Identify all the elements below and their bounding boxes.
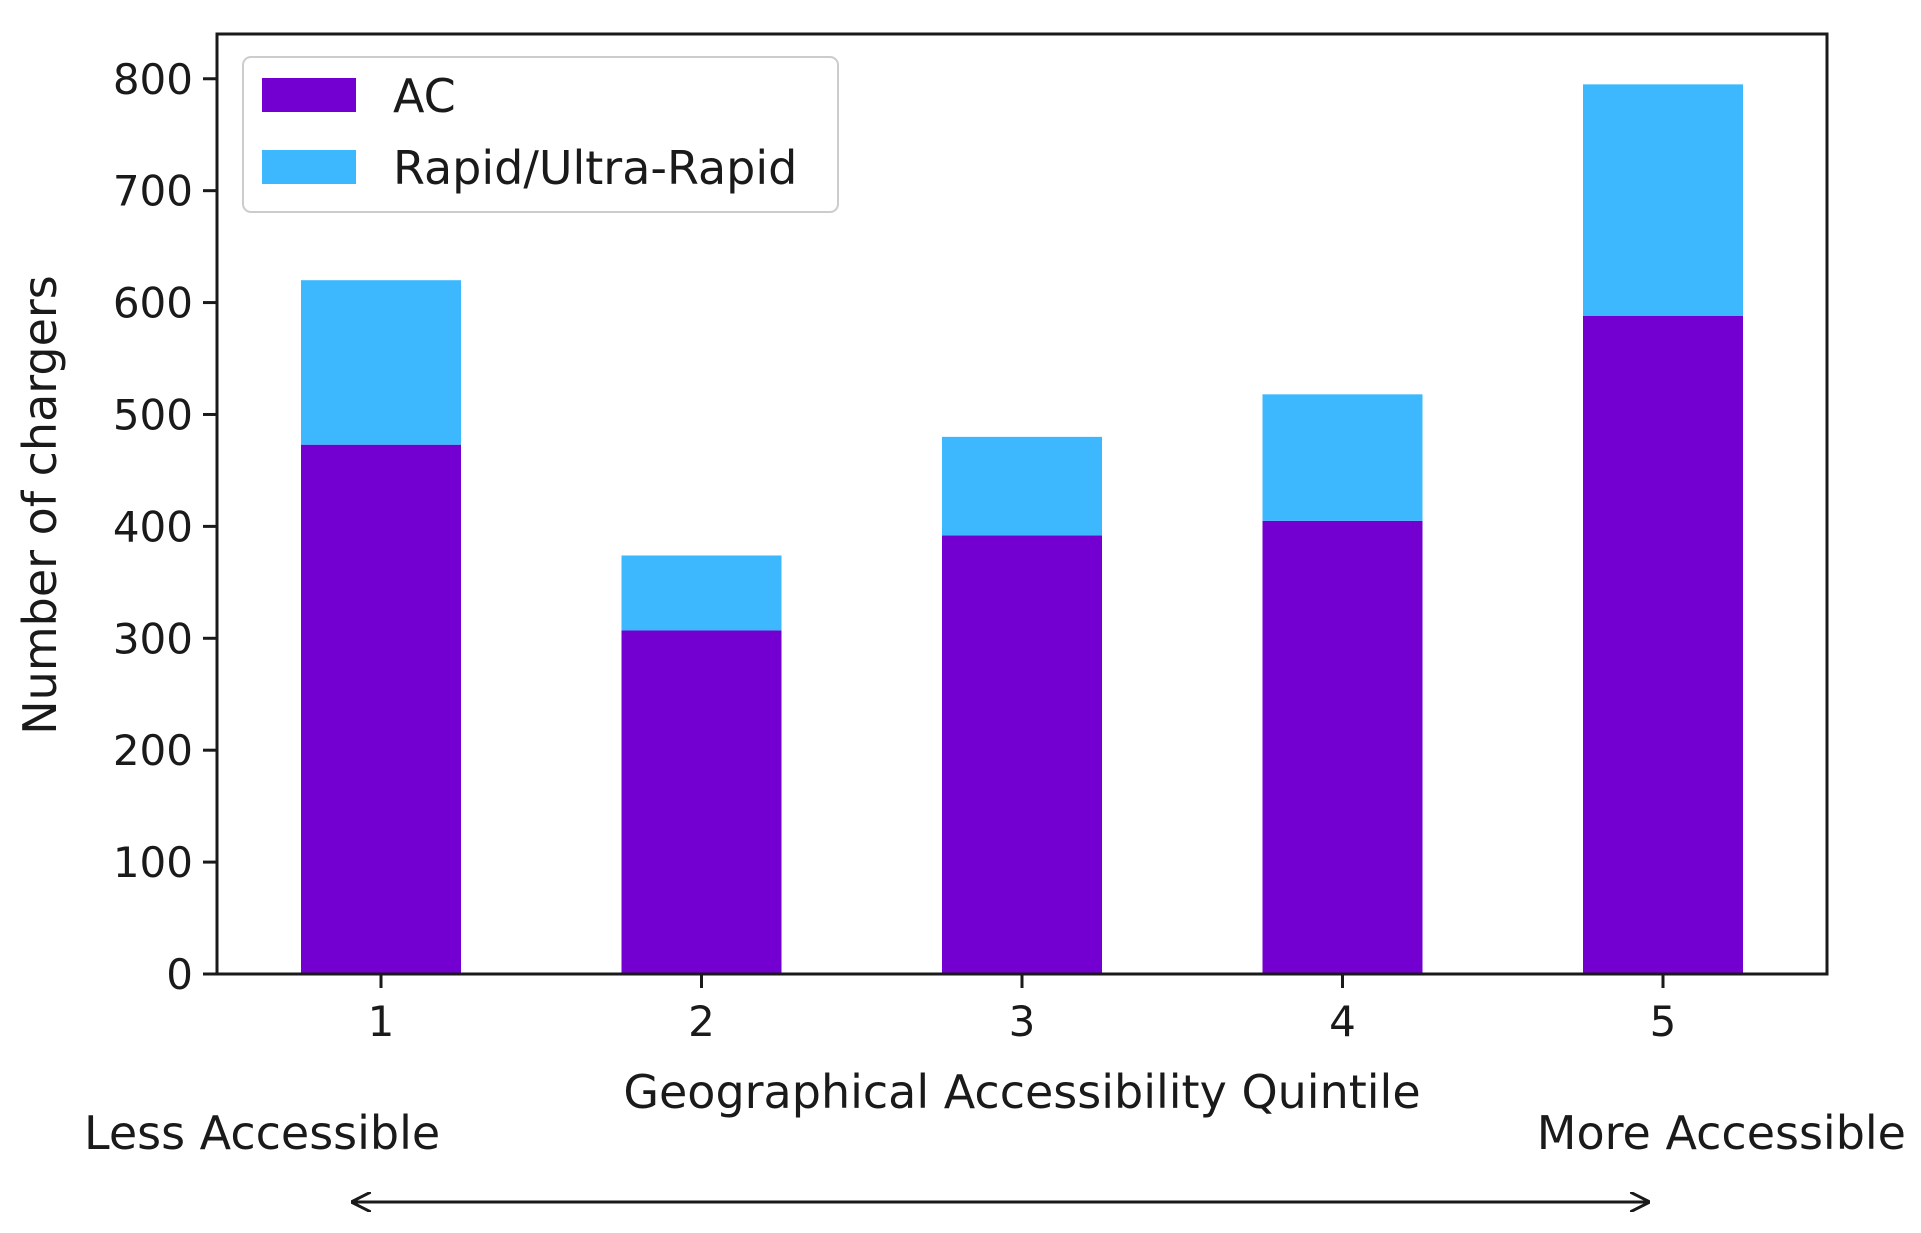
bar-ac-4 [1262, 520, 1423, 974]
y-tick-label-300: 300 [113, 614, 193, 663]
x-tick-label-2: 2 [688, 997, 715, 1046]
x-tick-label-3: 3 [1009, 997, 1036, 1046]
x-tick-label-5: 5 [1650, 997, 1677, 1046]
y-tick-label-100: 100 [113, 838, 193, 887]
legend-label-ac: AC [393, 69, 456, 123]
y-axis-label: Number of chargers [13, 275, 67, 734]
legend-box [242, 56, 839, 213]
legend-swatch-rapid [262, 150, 356, 184]
legend-label-rapid: Rapid/Ultra-Rapid [393, 141, 797, 195]
bar-rapid-5 [1583, 84, 1743, 316]
bar-rapid-1 [301, 280, 461, 445]
y-tick-label-700: 700 [113, 167, 193, 216]
bar-rapid-3 [942, 436, 1102, 536]
x-axis: 1 2 3 4 5 [368, 974, 1677, 1046]
bar-rapid-2 [621, 555, 782, 631]
bar-ac-1 [301, 444, 461, 974]
x-tick-label-1: 1 [368, 997, 395, 1046]
y-tick-label-800: 800 [113, 55, 193, 104]
x-tick-label-4: 4 [1329, 997, 1356, 1046]
bar-ac-3 [942, 535, 1102, 974]
y-tick-label-600: 600 [113, 279, 193, 328]
bar-ac-2 [621, 630, 782, 974]
bars-layer [301, 84, 1743, 974]
bar-ac-5 [1583, 316, 1743, 974]
y-tick-label-0: 0 [166, 950, 193, 999]
legend: AC Rapid/Ultra-Rapid [242, 56, 839, 213]
bar-rapid-4 [1262, 394, 1423, 521]
y-tick-label-200: 200 [113, 726, 193, 775]
y-axis: 0 100 200 300 400 500 600 700 800 [113, 55, 217, 999]
less-accessible-label: Less Accessible [84, 1106, 440, 1160]
plot-frame [215, 32, 1829, 976]
legend-swatch-ac [262, 78, 356, 112]
y-tick-label-500: 500 [113, 390, 193, 439]
x-axis-label: Geographical Accessibility Quintile [623, 1065, 1420, 1119]
y-tick-label-400: 400 [113, 502, 193, 551]
more-accessible-label: More Accessible [1537, 1106, 1906, 1160]
